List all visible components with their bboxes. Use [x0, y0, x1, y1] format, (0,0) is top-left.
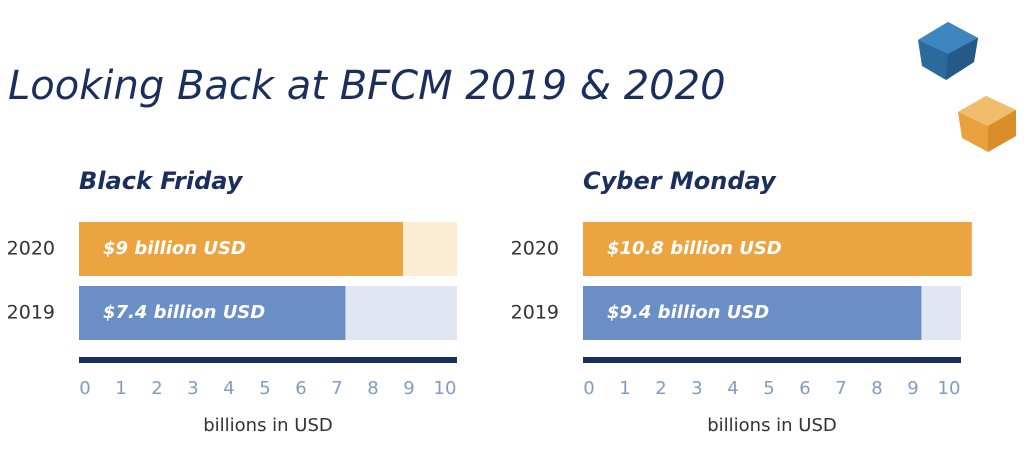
x-tick-label: 1 — [619, 378, 630, 399]
decor-cubes — [918, 22, 1016, 152]
x-axis-label: billions in USD — [203, 415, 333, 436]
x-tick-label: 8 — [871, 378, 882, 399]
x-tick-label: 3 — [187, 378, 198, 399]
x-tick-label: 9 — [403, 378, 414, 399]
axis-line — [583, 357, 961, 363]
x-tick-label: 6 — [295, 378, 306, 399]
value-label: $9 billion USD — [103, 238, 246, 259]
y-tick-label: 2019 — [7, 302, 55, 324]
x-tick-label: 2 — [655, 378, 666, 399]
x-tick-label: 2 — [151, 378, 162, 399]
x-tick-label: 0 — [79, 378, 90, 399]
x-tick-label: 10 — [938, 378, 961, 399]
bar — [583, 286, 922, 340]
x-tick-label: 7 — [331, 378, 342, 399]
x-tick-label: 10 — [434, 378, 457, 399]
y-tick-label: 2019 — [511, 302, 559, 324]
x-tick-label: 1 — [115, 378, 126, 399]
bar — [79, 222, 403, 276]
bar — [583, 222, 972, 276]
x-tick-label: 6 — [799, 378, 810, 399]
y-tick-label: 2020 — [511, 238, 559, 260]
value-label: $10.8 billion USD — [607, 238, 782, 259]
x-tick-label: 4 — [223, 378, 234, 399]
x-tick-label: 0 — [583, 378, 594, 399]
x-tick-label: 5 — [259, 378, 270, 399]
page-title: Looking Back at BFCM 2019 & 2020 — [8, 63, 726, 109]
axis-line — [79, 357, 457, 363]
value-label: $9.4 billion USD — [607, 302, 769, 323]
y-tick-label: 2020 — [7, 238, 55, 260]
x-tick-label: 4 — [727, 378, 738, 399]
chart-title: Cyber Monday — [583, 167, 777, 195]
x-tick-label: 9 — [907, 378, 918, 399]
x-tick-label: 3 — [691, 378, 702, 399]
bar — [79, 286, 346, 340]
value-label: $7.4 billion USD — [103, 302, 265, 323]
x-tick-label: 5 — [763, 378, 774, 399]
x-axis-label: billions in USD — [707, 415, 837, 436]
x-tick-label: 8 — [367, 378, 378, 399]
x-tick-label: 7 — [835, 378, 846, 399]
chart-title: Black Friday — [79, 167, 244, 195]
